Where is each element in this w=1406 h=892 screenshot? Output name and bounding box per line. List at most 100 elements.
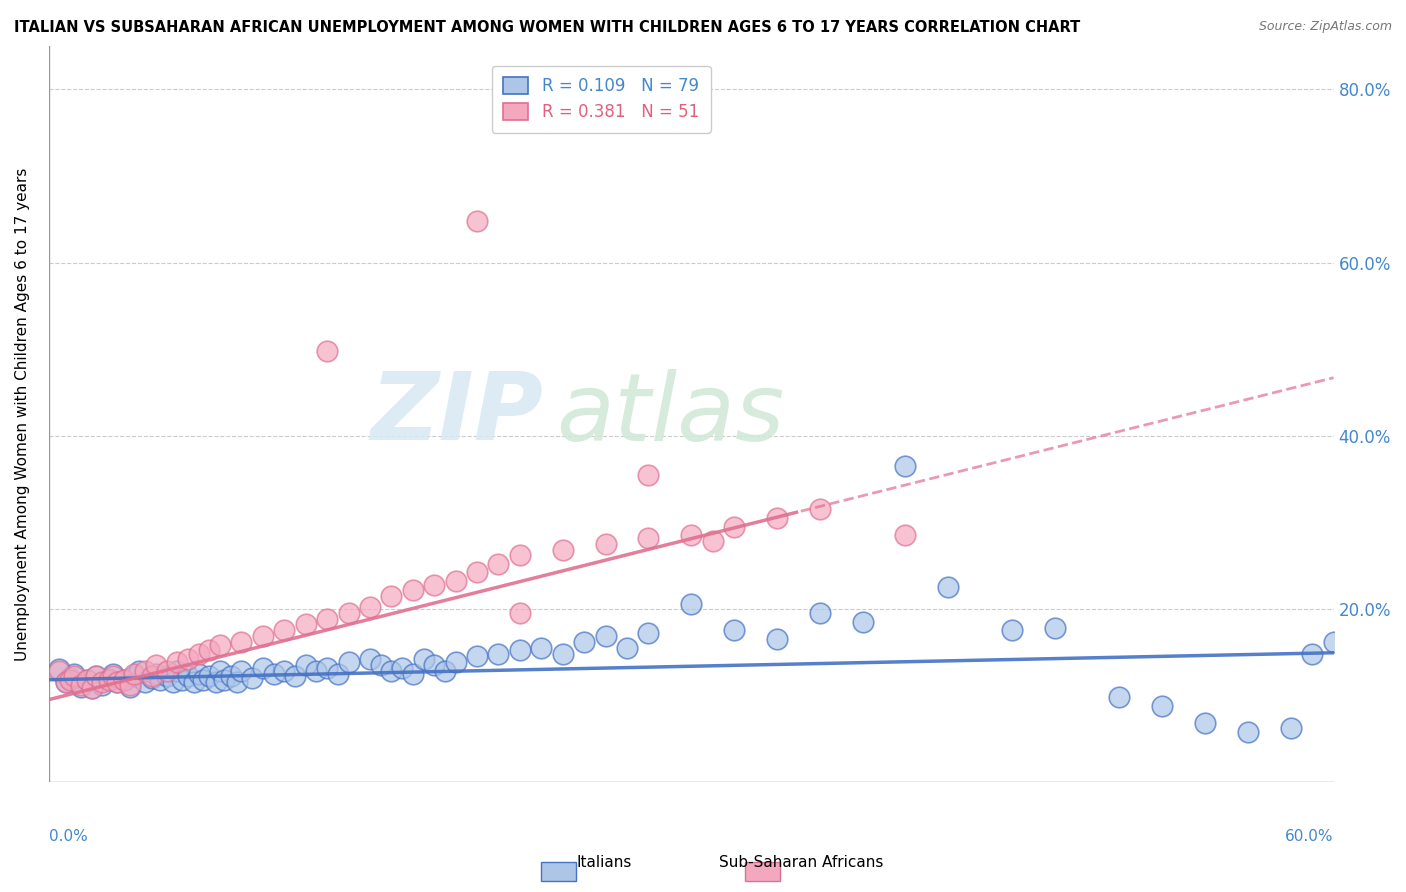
Point: [76, 673, 98, 687]
Point: [84, 669, 107, 683]
Point: [170, 673, 193, 687]
Point: [402, 582, 425, 597]
Point: [124, 669, 146, 683]
Point: [509, 548, 531, 562]
Text: 0.0%: 0.0%: [49, 830, 87, 845]
Point: [141, 671, 163, 685]
Point: [226, 675, 249, 690]
Point: [59, 673, 82, 687]
Point: [1301, 647, 1323, 661]
Point: [488, 557, 510, 571]
Point: [337, 656, 360, 670]
Point: [1045, 621, 1067, 635]
Point: [1237, 724, 1260, 739]
Point: [1001, 624, 1024, 638]
Point: [120, 680, 142, 694]
Point: [112, 673, 135, 687]
Point: [294, 658, 316, 673]
Point: [509, 606, 531, 620]
Point: [1152, 698, 1174, 713]
Point: [80, 681, 103, 696]
Point: [209, 638, 232, 652]
Point: [1279, 721, 1302, 735]
Point: [145, 666, 167, 681]
Point: [252, 660, 274, 674]
Point: [240, 671, 263, 685]
Point: [149, 673, 172, 687]
Point: [183, 675, 205, 690]
Point: [530, 640, 553, 655]
Point: [101, 669, 124, 683]
Point: [97, 672, 120, 686]
Point: [155, 669, 177, 683]
Point: [112, 673, 135, 687]
Point: [166, 656, 188, 670]
Point: [681, 528, 703, 542]
Point: [488, 647, 510, 661]
Point: [359, 600, 381, 615]
Point: [616, 640, 638, 655]
Point: [128, 664, 150, 678]
Point: [76, 673, 98, 687]
Text: 60.0%: 60.0%: [1285, 830, 1334, 845]
Point: [337, 606, 360, 620]
Point: [316, 660, 339, 674]
Point: [465, 566, 488, 580]
Point: [219, 669, 242, 683]
Point: [391, 660, 413, 674]
Text: ITALIAN VS SUBSAHARAN AFRICAN UNEMPLOYMENT AMONG WOMEN WITH CHILDREN AGES 6 TO 1: ITALIAN VS SUBSAHARAN AFRICAN UNEMPLOYME…: [14, 20, 1080, 35]
Point: [105, 675, 128, 690]
Point: [316, 343, 339, 358]
Point: [84, 669, 107, 683]
Point: [63, 666, 86, 681]
Point: [209, 664, 232, 678]
Point: [252, 630, 274, 644]
Point: [177, 652, 200, 666]
Point: [402, 666, 425, 681]
Point: [48, 662, 70, 676]
Legend: R = 0.109   N = 79, R = 0.381   N = 51: R = 0.109 N = 79, R = 0.381 N = 51: [492, 66, 710, 133]
Y-axis label: Unemployment Among Women with Children Ages 6 to 17 years: Unemployment Among Women with Children A…: [15, 168, 30, 661]
Point: [59, 671, 82, 685]
Point: [572, 634, 595, 648]
Point: [316, 612, 339, 626]
Point: [141, 669, 163, 683]
Point: [808, 502, 831, 516]
Point: [55, 675, 77, 690]
Point: [509, 643, 531, 657]
Text: atlas: atlas: [557, 368, 785, 459]
Text: Sub-Saharan Africans: Sub-Saharan Africans: [720, 855, 883, 870]
Point: [370, 658, 392, 673]
Text: ZIP: ZIP: [371, 368, 544, 460]
Point: [70, 680, 93, 694]
Point: [595, 537, 617, 551]
Point: [894, 458, 917, 473]
Point: [198, 669, 221, 683]
Point: [423, 658, 446, 673]
Point: [702, 534, 724, 549]
Point: [91, 675, 114, 690]
Point: [936, 580, 959, 594]
Point: [1108, 690, 1130, 704]
Point: [359, 652, 381, 666]
Text: Source: ZipAtlas.com: Source: ZipAtlas.com: [1258, 20, 1392, 33]
Point: [97, 673, 120, 687]
Point: [80, 681, 103, 696]
Point: [380, 589, 402, 603]
Point: [1194, 716, 1216, 731]
Point: [723, 519, 745, 533]
Point: [294, 617, 316, 632]
Point: [177, 669, 200, 683]
Point: [162, 675, 184, 690]
Point: [465, 649, 488, 664]
Point: [444, 574, 467, 588]
Text: Italians: Italians: [576, 855, 633, 870]
Point: [191, 673, 214, 687]
Point: [637, 531, 659, 545]
Point: [433, 664, 456, 678]
Point: [305, 664, 328, 678]
Point: [204, 675, 226, 690]
Point: [166, 664, 188, 678]
Point: [723, 624, 745, 638]
Point: [423, 577, 446, 591]
